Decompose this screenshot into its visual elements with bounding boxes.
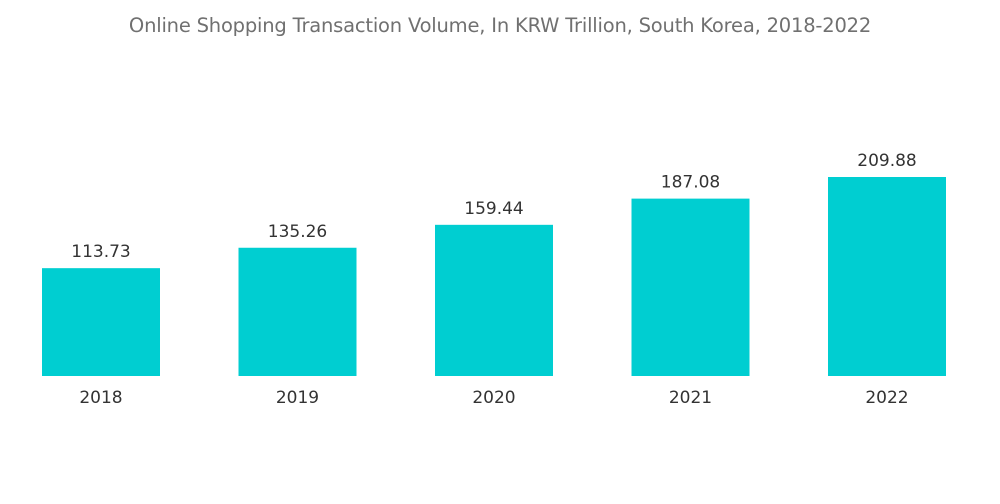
data-label-2019: 135.26 [268, 222, 327, 242]
x-tick-label-2020: 2020 [472, 388, 515, 408]
bar-2018 [42, 268, 160, 376]
x-tick-label-2021: 2021 [669, 388, 712, 408]
data-label-2020: 159.44 [464, 199, 523, 219]
data-label-2018: 113.73 [71, 242, 130, 262]
bar-2020 [435, 224, 553, 376]
data-label-2021: 187.08 [661, 173, 720, 193]
x-tick-label-2018: 2018 [79, 388, 122, 408]
bar-2019 [238, 247, 357, 376]
bar-2022 [828, 177, 946, 376]
x-tick-label-2019: 2019 [276, 388, 319, 408]
chart-title: Online Shopping Transaction Volume, In K… [128, 14, 872, 37]
bar-2021 [631, 198, 750, 376]
data-label-2022: 209.88 [857, 151, 916, 171]
x-tick-label-2022: 2022 [865, 388, 908, 408]
